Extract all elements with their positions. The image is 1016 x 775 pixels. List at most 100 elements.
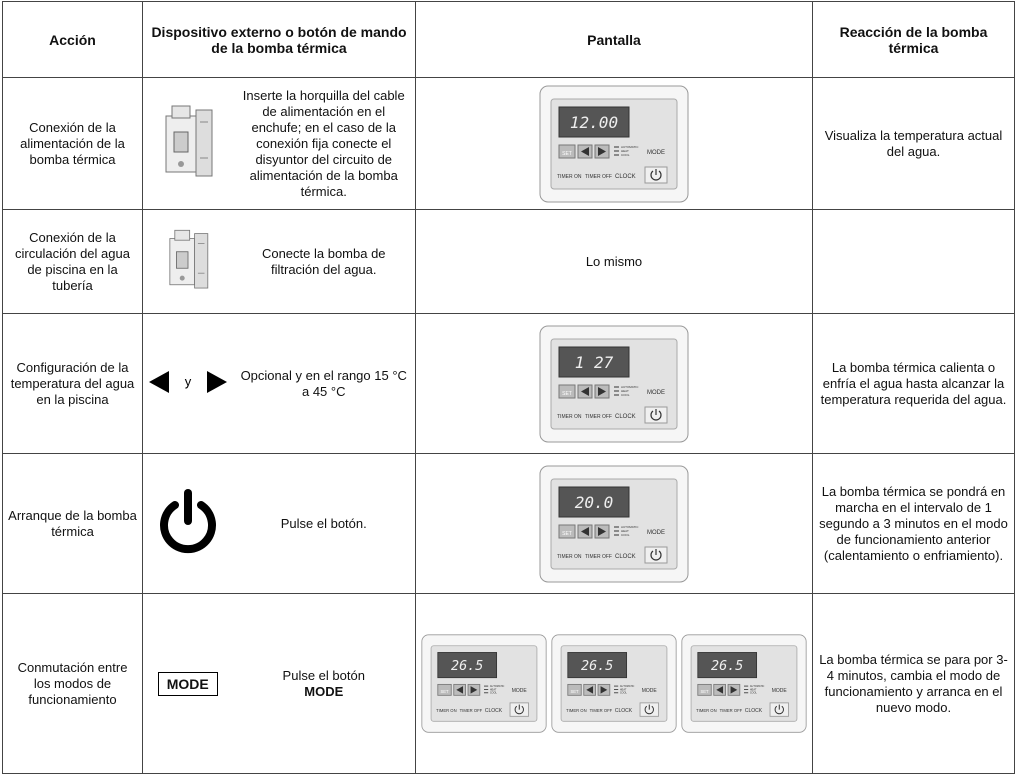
- panel-label: SET: [700, 689, 709, 694]
- panel-label: TIMER ON: [557, 414, 582, 420]
- instruction-cell: Pulse el botón MODE: [232, 593, 416, 774]
- panel-label: TIMER ON: [557, 554, 582, 560]
- panel-label: AUTOMATIC: [620, 685, 635, 688]
- display-cell: 1 27 SET AUTOMATIC HEAT COOL MODE TIMER ON TIME…: [415, 313, 813, 454]
- action: Conmutación entre los modos de funcionam…: [2, 593, 143, 774]
- panel-label: CLOCK: [485, 708, 503, 714]
- device-icon-cell: [142, 209, 233, 314]
- panel-label: MODE: [647, 390, 665, 396]
- header-row: Acción Dispositivo externo o botón de ma…: [2, 1, 1015, 78]
- panel-label: SET: [562, 531, 572, 537]
- reaction: La bomba térmica se para por 3-4 minutos…: [812, 593, 1015, 774]
- panel-label: COOL: [621, 393, 630, 397]
- panel-label: AUTOMATIC: [621, 145, 639, 149]
- row: Configuración de la temperatura del agua…: [2, 313, 1015, 454]
- reaction-empty: [812, 209, 1015, 314]
- panel-label: HEAT: [620, 688, 627, 691]
- panel-label: HEAT: [750, 688, 757, 691]
- panel-label: TIMER OFF: [585, 174, 612, 180]
- panels: 1 27 SET AUTOMATIC HEAT COOL MODE TIMER ON TIME…: [421, 325, 807, 443]
- display-value: 20.0: [575, 493, 614, 512]
- display-cell: 12.00 SET AUTOMATIC HEAT COOL MODE TIMER ON TIM…: [415, 77, 813, 210]
- row: Conexión de la circulación del agua de p…: [2, 209, 1015, 314]
- device-icon-cell: [142, 77, 233, 210]
- panel-label: TIMER ON: [566, 708, 586, 713]
- panel-label: COOL: [621, 153, 630, 157]
- panel-label: TIMER OFF: [590, 708, 613, 713]
- display-value: 1 27: [575, 353, 614, 372]
- panel-label: AUTOMATIC: [621, 385, 639, 389]
- mode-button: MODE: [157, 671, 218, 696]
- panel-label: MODE: [772, 688, 788, 694]
- left-arrow: [148, 370, 169, 393]
- panel-label: CLOCK: [615, 708, 633, 714]
- action: Arranque de la bomba térmica: [2, 453, 143, 594]
- instruction: Pulse el botón.: [232, 453, 416, 594]
- instruction-bold: MODE: [304, 683, 344, 699]
- panel-label: MODE: [642, 688, 658, 694]
- row: Arranque de la bomba térmica Pulse el bo…: [2, 453, 1015, 594]
- panel-label: TIMER OFF: [460, 708, 483, 713]
- panel-label: AUTOMATIC: [621, 525, 639, 529]
- action: Conexión de la alimentación de la bomba …: [2, 77, 143, 210]
- reaction: La bomba térmica calienta o enfría el ag…: [812, 313, 1015, 454]
- reaction: Visualiza la temperatura actual del agua…: [812, 77, 1015, 210]
- breaker-icon: [169, 229, 208, 288]
- panels: 26.5 SET AUTOMATIC HEAT COOL MODE TIMER ON TIME…: [418, 634, 810, 733]
- arrow-icons: y: [148, 370, 227, 393]
- panels: 12.00 SET AUTOMATIC HEAT COOL MODE TIMER ON TIM…: [421, 85, 807, 203]
- display-text: Lo mismo: [415, 209, 813, 314]
- panel-label: CLOCK: [615, 554, 636, 560]
- panel-label: CLOCK: [615, 174, 636, 180]
- panel-label: SET: [570, 689, 579, 694]
- header: Reacción de la bomba térmica: [812, 1, 1015, 78]
- panels: 20.0 SET AUTOMATIC HEAT COOL MODE TIMER ON TIME…: [421, 465, 807, 583]
- instruction: Inserte la horquilla del cable de alimen…: [232, 77, 416, 210]
- panel-label: MODE: [512, 688, 528, 694]
- mode-icon-cell: MODE: [142, 593, 233, 774]
- instruction: Opcional y en el rango 15 °C a 45 °C: [232, 313, 416, 454]
- breaker-icon: [165, 105, 213, 176]
- display-cell: 26.5 SET AUTOMATIC HEAT COOL MODE TIMER ON TIME…: [415, 593, 813, 774]
- panel-label: HEAT: [621, 149, 629, 153]
- panel-label: TIMER ON: [557, 174, 582, 180]
- panel-label: MODE: [647, 150, 665, 156]
- icon-text: y: [185, 374, 192, 389]
- panel-label: COOL: [750, 692, 758, 695]
- panel-label: TIMER OFF: [720, 708, 743, 713]
- arrows-icon-cell: y: [142, 313, 233, 454]
- panel-label: CLOCK: [615, 414, 636, 420]
- panel-label: HEAT: [490, 688, 497, 691]
- instruction: Pulse el botón: [282, 667, 365, 683]
- panel-label: HEAT: [621, 389, 629, 393]
- panel-label: TIMER ON: [436, 708, 456, 713]
- header: Pantalla: [415, 1, 813, 78]
- power-icon-cell: [142, 453, 233, 594]
- panel-label: CLOCK: [745, 708, 763, 714]
- panel-label: HEAT: [621, 529, 629, 533]
- panel-label: SET: [562, 151, 572, 157]
- panel-label: COOL: [621, 533, 630, 537]
- display-cell: 20.0 SET AUTOMATIC HEAT COOL MODE TIMER ON TIME…: [415, 453, 813, 594]
- row: Conexión de la alimentación de la bomba …: [2, 77, 1015, 210]
- panel-label: TIMER ON: [696, 708, 716, 713]
- display-value: 26.5: [451, 659, 483, 674]
- reaction: La bomba térmica se pondrá en marcha en …: [812, 453, 1015, 594]
- panel-label: TIMER OFF: [585, 414, 612, 420]
- action: Configuración de la temperatura del agua…: [2, 313, 143, 454]
- power-icon: [159, 488, 216, 553]
- panel-label: AUTOMATIC: [750, 685, 765, 688]
- header: Dispositivo externo o botón de mando de …: [142, 1, 416, 78]
- display-value: 12.00: [570, 113, 618, 132]
- panel-label: COOL: [490, 692, 498, 695]
- display-value: 26.5: [581, 659, 613, 674]
- header: Acción: [2, 1, 143, 78]
